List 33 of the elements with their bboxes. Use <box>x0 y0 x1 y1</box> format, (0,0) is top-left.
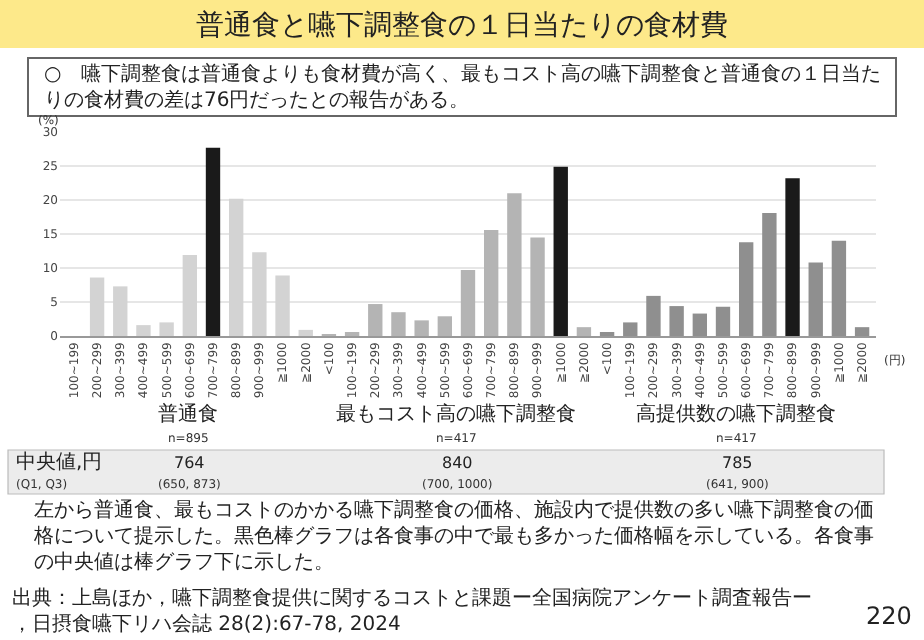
text: 785 <box>722 454 753 472</box>
text: 最もコスト高の嚥下調整食 <box>336 402 576 426</box>
text: 高提供数の嚥下調整食 <box>636 402 836 426</box>
text: 764 <box>174 454 205 472</box>
chart-title: 普通食と嚥下調整食の１日当たりの食材費 <box>196 8 728 42</box>
bar <box>252 252 267 336</box>
text: 普通食 <box>158 402 218 426</box>
bar <box>414 320 429 336</box>
bar <box>205 147 221 336</box>
bar <box>182 255 197 336</box>
source-note: 出典：上島ほか，嚥下調整食提供に関するコストと課題ー全国病院アンケート調査報告ー，日摂食嚥下リハ会誌 28(2):67-78, 2024 <box>12 586 812 636</box>
bar <box>391 312 406 336</box>
bar <box>159 322 174 336</box>
bar <box>368 304 383 336</box>
bar <box>507 193 522 336</box>
bar <box>460 270 476 336</box>
bar <box>437 316 452 336</box>
text: 中央値,円 <box>16 450 103 474</box>
bar <box>298 329 313 336</box>
bar <box>576 327 592 336</box>
bar <box>484 229 499 336</box>
bar <box>136 325 151 336</box>
bar <box>553 166 568 336</box>
bar <box>785 178 800 336</box>
bar <box>229 198 244 336</box>
text: 左から普通食、最もコストのかかる嚥下調整食の価格、施設内で提供数の多い嚥下調整食の価格について提示した。黒色棒グラフは各食事の中で最も多かった価格幅を示している。各食事の中央値は棒グラフ下に示した。 <box>32 498 874 574</box>
bar <box>89 277 105 336</box>
text: 220 <box>866 602 912 630</box>
chart-subtitle: ○ 嚥下調整食は普通食よりも食材費が高く、最もコスト高の嚥下調整食と普通食の１日当たりの食材費の差は76円だったとの報告がある。 <box>44 62 882 112</box>
bar <box>275 275 290 336</box>
bar <box>530 237 545 336</box>
text: 840 <box>442 454 473 472</box>
bar <box>113 286 128 336</box>
